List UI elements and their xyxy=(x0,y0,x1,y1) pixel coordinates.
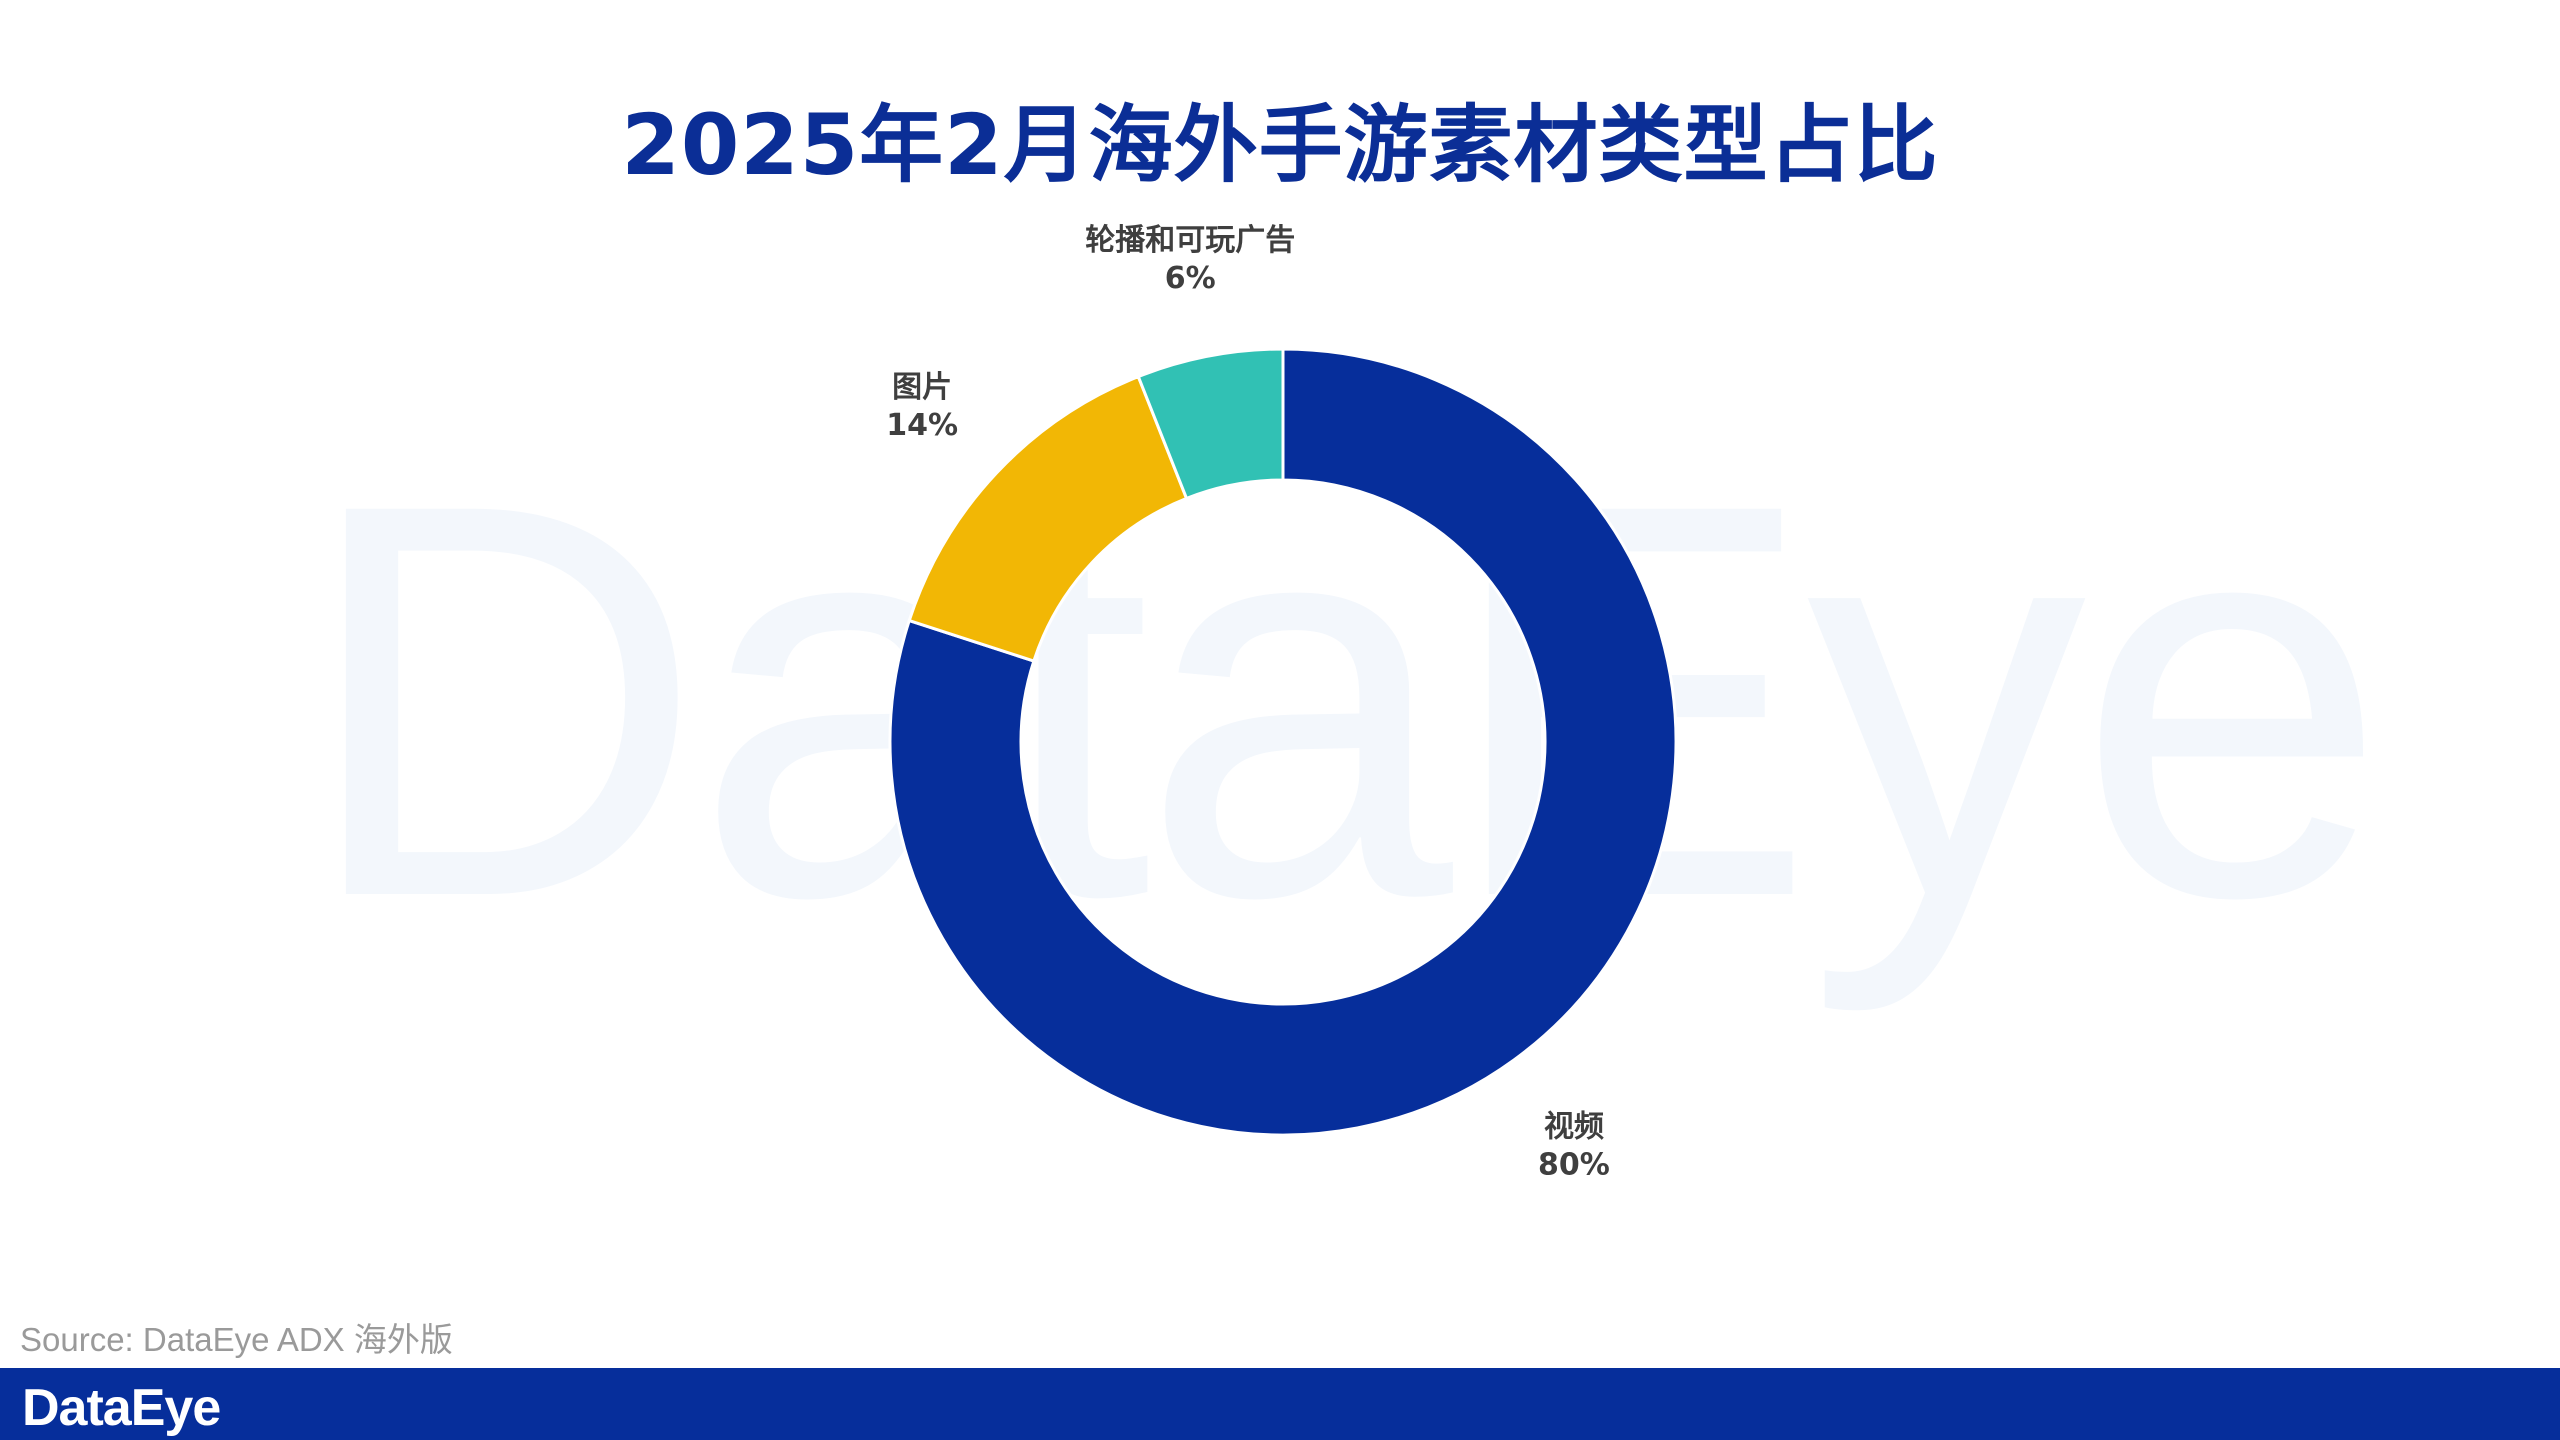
slice-label-0: 视频 xyxy=(1544,1109,1604,1144)
chart-title: 2025年2月海外手游素材类型占比 xyxy=(621,96,1939,194)
source-note: Source: DataEye ADX 海外版 xyxy=(20,1321,453,1358)
slice-value-label-2: 6% xyxy=(1165,261,1216,296)
donut-slice-0 xyxy=(888,347,1678,1137)
slice-label-2: 轮播和可玩广告 xyxy=(1085,223,1295,258)
slice-value-label-1: 14% xyxy=(886,408,958,443)
donut-slice-2 xyxy=(1136,347,1285,501)
brand-logo: DataEye xyxy=(22,1379,221,1437)
footer-bar: DataEye xyxy=(0,1368,2560,1440)
slice-value-label-0: 80% xyxy=(1538,1147,1610,1182)
watermark-logo: DataEye xyxy=(300,387,2388,1013)
slice-label-1: 图片 xyxy=(892,370,952,405)
